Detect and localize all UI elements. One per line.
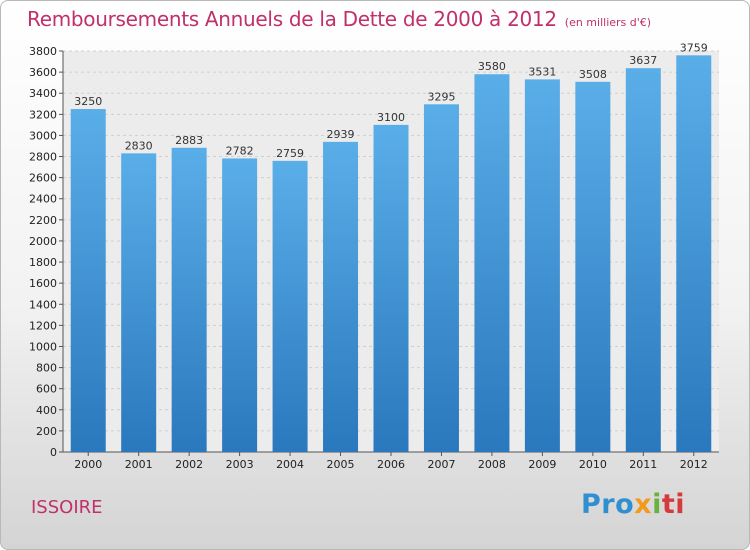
x-tick-label: 2010: [579, 458, 607, 471]
proxiti-logo: Proxiti: [581, 489, 685, 520]
x-tick-label: 2000: [74, 458, 102, 471]
data-label: 3759: [680, 41, 708, 54]
data-label: 2883: [175, 134, 203, 147]
y-tick-label: 200: [36, 425, 57, 438]
y-tick-label: 3600: [29, 66, 57, 79]
data-label: 3580: [478, 60, 506, 73]
y-tick-label: 800: [36, 362, 57, 375]
bar: [70, 109, 106, 452]
data-label: 2939: [327, 128, 355, 141]
bar: [373, 124, 409, 453]
y-tick-label: 600: [36, 383, 57, 396]
bar: [575, 81, 611, 452]
y-tick-label: 400: [36, 404, 57, 417]
x-tick-label: 2007: [427, 458, 455, 471]
x-tick-label: 2004: [276, 458, 304, 471]
y-tick-label: 1000: [29, 340, 57, 353]
bar: [272, 160, 308, 452]
y-tick-label: 3800: [29, 45, 57, 58]
data-label: 3531: [528, 65, 556, 78]
bar: [625, 68, 661, 452]
x-tick-label: 2009: [528, 458, 556, 471]
y-tick-label: 1600: [29, 277, 57, 290]
logo-part-3: i: [652, 489, 662, 520]
x-tick-label: 2003: [226, 458, 254, 471]
chart-title-text: Remboursements Annuels de la Dette de 20…: [27, 7, 557, 31]
y-tick-label: 3400: [29, 87, 57, 100]
y-tick-label: 2200: [29, 214, 57, 227]
y-tick-label: 1800: [29, 256, 57, 269]
bar: [474, 74, 510, 452]
bar: [323, 141, 359, 452]
x-tick-label: 2005: [327, 458, 355, 471]
y-tick-label: 2400: [29, 193, 57, 206]
bar: [524, 79, 560, 452]
y-tick-label: 0: [50, 446, 57, 459]
y-tick-label: 2600: [29, 172, 57, 185]
logo-part-4: ti: [661, 489, 686, 520]
bar: [676, 55, 712, 453]
data-label: 2782: [226, 144, 254, 157]
y-tick-label: 1200: [29, 319, 57, 332]
data-label: 2759: [276, 147, 304, 160]
bar: [171, 147, 207, 452]
x-tick-label: 2002: [175, 458, 203, 471]
data-label: 2830: [125, 139, 153, 152]
bar: [222, 158, 258, 453]
y-tick-label: 3000: [29, 129, 57, 142]
x-tick-label: 2012: [680, 458, 708, 471]
chart-subtitle: (en milliers d'€): [564, 16, 652, 29]
y-tick-label: 1400: [29, 298, 57, 311]
y-tick-label: 2800: [29, 151, 57, 164]
data-label: 3508: [579, 68, 607, 81]
bar: [423, 104, 459, 453]
data-label: 3637: [629, 54, 657, 67]
place-name: ISSOIRE: [31, 497, 103, 518]
logo-part-1: Pro: [581, 489, 635, 520]
data-label: 3295: [427, 90, 455, 103]
y-tick-label: 2000: [29, 235, 57, 248]
data-label: 3100: [377, 111, 405, 124]
chart-title: Remboursements Annuels de la Dette de 20…: [27, 7, 651, 31]
x-tick-label: 2001: [125, 458, 153, 471]
x-tick-label: 2006: [377, 458, 405, 471]
y-tick-label: 3200: [29, 108, 57, 121]
logo-part-2: x: [634, 489, 653, 520]
x-tick-label: 2011: [629, 458, 657, 471]
data-label: 3250: [74, 95, 102, 108]
x-tick-label: 2008: [478, 458, 506, 471]
bar: [121, 153, 157, 452]
